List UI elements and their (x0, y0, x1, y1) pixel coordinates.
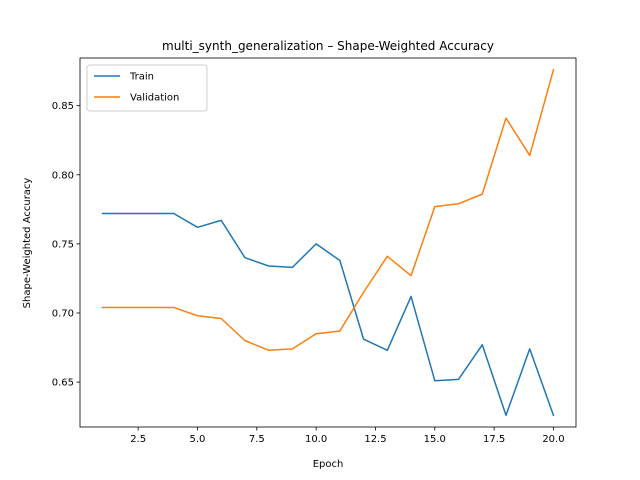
x-tick-label: 5.0 (190, 434, 206, 445)
legend-label-validation: Validation (130, 93, 179, 104)
y-axis-label: Shape-Weighted Accuracy (22, 178, 33, 309)
x-axis-label: Epoch (313, 459, 344, 470)
y-tick-label: 0.85 (52, 101, 74, 112)
chart-title: multi_synth_generalization – Shape-Weigh… (162, 39, 494, 53)
x-tick-label: 20.0 (542, 434, 564, 445)
x-tick-label: 15.0 (424, 434, 446, 445)
x-tick-label: 17.5 (483, 434, 505, 445)
x-tick-label: 10.0 (305, 434, 327, 445)
legend: Train Validation (86, 64, 208, 112)
x-tick-label: 12.5 (364, 434, 386, 445)
y-tick-label: 0.80 (52, 170, 74, 181)
y-tick-label: 0.75 (52, 239, 74, 250)
legend-label-train: Train (129, 72, 154, 83)
x-tick-label: 2.5 (130, 434, 146, 445)
y-tick-label: 0.70 (52, 308, 74, 319)
plot-area: 2.5 5.0 7.5 10.0 12.5 15.0 17.5 20.0 0.65 0.70 0.7… (52, 57, 577, 445)
x-tick-label: 7.5 (249, 434, 265, 445)
series-line-train (101, 212, 555, 417)
y-tick-label: 0.65 (52, 378, 74, 389)
series-line-validation (101, 68, 555, 352)
axes-frame (79, 57, 577, 428)
